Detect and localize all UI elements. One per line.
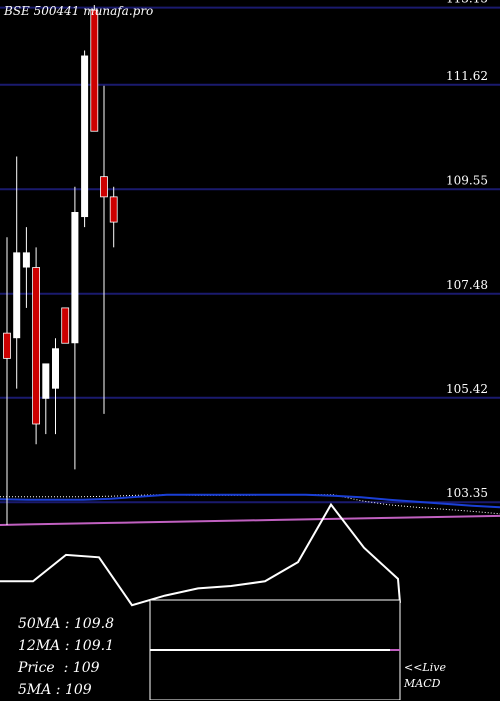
candle-body [3, 332, 11, 359]
stat-label: 12MA [18, 638, 61, 654]
stat-label: 5MA [18, 682, 52, 698]
candle-body [32, 267, 40, 425]
stat-label: Price [18, 660, 60, 676]
macd-label: MACD [404, 677, 441, 690]
candle-body [100, 176, 108, 198]
candlesticks [3, 5, 118, 525]
candle-body [81, 55, 89, 218]
stat-price: Price : 109 [18, 660, 100, 676]
site-label: BSE 500441 munafa.pro [4, 4, 154, 18]
y-tick-label: 113.15 [446, 0, 488, 6]
stat-value: 109.1 [73, 638, 114, 654]
candle-body [90, 9, 99, 132]
stat-label: 50MA [18, 616, 61, 632]
macd-line [0, 502, 401, 607]
moving-average-lines [0, 493, 500, 526]
y-tick-label: 111.62 [446, 69, 488, 83]
y-tick-label: 109.55 [446, 173, 488, 187]
y-tick-label: 107.48 [446, 278, 488, 292]
candle-body [61, 307, 70, 344]
ma-short-line [0, 493, 500, 509]
y-tick-label: 105.42 [446, 382, 488, 396]
stats-panel: 50MA : 109.8 12MA : 109.1 Price : 109 5M… [18, 613, 114, 701]
stat-50ma: 50MA : 109.8 [18, 616, 114, 632]
live-legend: <<Live MACD [404, 660, 446, 692]
candle-body [52, 348, 59, 389]
candle-body [109, 196, 118, 223]
stat-5ma: 5MA : 109 [18, 682, 92, 698]
live-label: <<Live [404, 661, 446, 674]
candle-body [22, 252, 30, 268]
ma-dotted-line [0, 494, 500, 515]
candle-body [42, 363, 50, 399]
stat-12ma: 12MA : 109.1 [18, 638, 114, 654]
ma-long-line [0, 514, 500, 526]
macd-panel [0, 502, 401, 700]
candle-body [13, 252, 21, 339]
y-tick-labels: 113.15 111.62 109.55 107.48 105.42 103.35 [446, 0, 488, 500]
y-tick-label: 103.35 [446, 486, 488, 500]
stat-value: 109 [72, 660, 100, 676]
stat-value: 109.8 [73, 616, 114, 632]
stat-value: 109 [64, 682, 92, 698]
candle-body [71, 212, 79, 344]
